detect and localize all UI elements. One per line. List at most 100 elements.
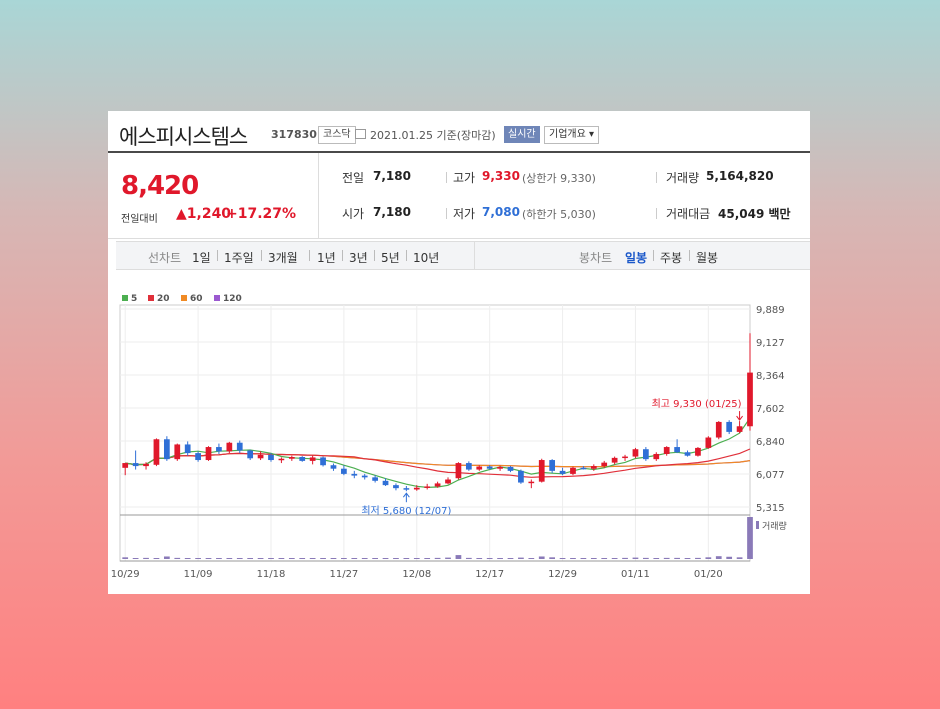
tab-10y[interactable]: 10년 xyxy=(413,251,440,265)
candle-body xyxy=(497,466,503,469)
candle-body xyxy=(549,460,556,471)
company-overview-dropdown[interactable]: 기업개요 ▾ xyxy=(544,126,599,144)
x-tick-label: 12/29 xyxy=(548,569,577,580)
candle-body xyxy=(122,463,129,468)
tab-5y[interactable]: 5년 xyxy=(381,251,400,265)
tab-divider xyxy=(374,250,375,261)
x-tick-label: 12/08 xyxy=(402,569,431,580)
volume-bar xyxy=(674,557,680,559)
candle-body xyxy=(320,457,326,466)
max-annotation: 최고 9,330 (01/25) xyxy=(652,398,742,410)
calendar-icon xyxy=(355,129,366,139)
candle-body xyxy=(299,457,306,461)
tab-section-divider xyxy=(474,242,475,269)
candle-body xyxy=(590,466,597,469)
tab-divider xyxy=(261,250,262,261)
candle-body xyxy=(153,439,160,465)
tab-1d[interactable]: 1일 xyxy=(192,251,211,265)
tab-divider xyxy=(406,250,407,261)
low-value: 7,080 xyxy=(482,205,520,219)
tab-1y[interactable]: 1년 xyxy=(317,251,336,265)
stock-card: 에스피시스템스 317830 코스닥 2021.01.25 기준(장마감) 실시… xyxy=(108,111,810,594)
amount-label: 거래대금 xyxy=(666,207,711,221)
candle-body xyxy=(257,454,264,459)
candle-body xyxy=(174,444,181,460)
candle-body xyxy=(413,487,420,490)
tab-1w[interactable]: 1주일 xyxy=(224,251,254,265)
legend-label: 20 xyxy=(157,294,170,304)
realtime-button[interactable]: 실시간 xyxy=(504,126,540,143)
legend-label: 60 xyxy=(190,294,203,304)
candle-body xyxy=(559,470,566,474)
candle-body xyxy=(361,475,368,478)
legend-label: 120 xyxy=(223,294,242,304)
volume-bar xyxy=(434,557,441,559)
volume-bar xyxy=(715,556,722,559)
x-tick-label: 01/20 xyxy=(694,569,723,580)
chart-tab-bar: 선차트 1일 1주일 3개월 1년 3년 5년 10년 봉차트 일봉 주봉 월봉 xyxy=(116,241,810,270)
x-tick-label: 11/09 xyxy=(184,569,213,580)
volume-bar xyxy=(330,558,337,559)
stock-header: 에스피시스템스 317830 코스닥 2021.01.25 기준(장마감) 실시… xyxy=(108,111,810,153)
stock-name[interactable]: 에스피시스템스 xyxy=(119,125,248,149)
candle-chart-label: 봉차트 xyxy=(579,251,613,265)
tab-3y[interactable]: 3년 xyxy=(349,251,368,265)
volume-bar xyxy=(299,558,306,559)
volume-bar xyxy=(247,558,254,559)
volume-bar xyxy=(205,558,212,559)
tab-daily[interactable]: 일봉 xyxy=(625,251,648,265)
x-tick-label: 11/27 xyxy=(329,569,358,580)
prev-close-value: 7,180 xyxy=(373,169,411,183)
legend-swatch xyxy=(181,295,187,301)
volume-bar xyxy=(611,558,618,559)
candle-body xyxy=(205,447,212,461)
y-tick-label: 9,889 xyxy=(756,305,785,316)
stock-code: 317830 xyxy=(271,128,317,141)
volume-bar xyxy=(528,558,535,559)
candle-body xyxy=(143,463,149,467)
candle-body xyxy=(674,447,680,453)
candle-body xyxy=(132,463,139,467)
volume-bar xyxy=(122,557,129,559)
candle-body xyxy=(653,453,660,460)
volume-bar xyxy=(424,558,431,559)
volume-bar xyxy=(195,558,201,559)
volume-bar xyxy=(403,558,410,559)
tab-weekly[interactable]: 주봉 xyxy=(660,251,683,265)
candle-body xyxy=(288,457,295,459)
candle-body xyxy=(278,458,285,461)
volume-bar xyxy=(341,558,347,559)
candle-body xyxy=(601,462,608,467)
candle-body xyxy=(507,466,514,471)
candle-body xyxy=(715,421,722,438)
volume-bar xyxy=(695,557,701,559)
volume-bar xyxy=(518,557,524,559)
volume-bar xyxy=(570,558,576,559)
y-tick-label: 6,840 xyxy=(756,437,785,448)
volume-bar xyxy=(216,558,222,559)
tab-3m[interactable]: 3개월 xyxy=(268,251,298,265)
candle-body xyxy=(476,466,483,470)
volume-bar xyxy=(382,558,389,559)
volume-bar xyxy=(497,558,503,559)
tab-monthly[interactable]: 월봉 xyxy=(696,251,719,265)
change-value: ▲1,240 xyxy=(176,206,232,222)
volume-bar xyxy=(538,556,545,559)
candle-body xyxy=(393,485,399,489)
high-label: 고가 xyxy=(453,171,476,185)
x-tick-label: 10/29 xyxy=(111,569,140,580)
base-date: 2021.01.25 기준(장마감) xyxy=(370,129,496,142)
volume-bar xyxy=(413,558,420,559)
open-value: 7,180 xyxy=(373,205,411,219)
volume-bar xyxy=(288,558,295,559)
volume-bar xyxy=(486,558,493,559)
candle-body xyxy=(705,437,712,448)
candle-body xyxy=(236,442,243,451)
volume-legend-swatch xyxy=(756,521,759,529)
volume-bar xyxy=(226,558,233,559)
min-arrowhead xyxy=(402,492,410,498)
candle-body xyxy=(695,447,701,456)
candle-body xyxy=(538,460,545,482)
separator xyxy=(656,208,657,219)
tab-divider xyxy=(309,250,310,261)
